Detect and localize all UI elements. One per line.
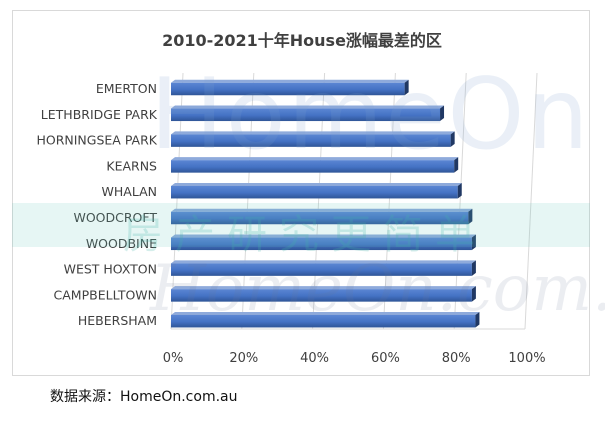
bar-end [471,286,476,302]
bar-end [440,105,445,122]
category-label: HORNINGSEA PARK [36,133,157,148]
bar-front [171,289,472,302]
x-tick-label: 60% [371,351,400,366]
bar-end [457,182,462,199]
bar [171,157,459,173]
category-label: HEBERSHAM [78,313,157,328]
bar-top [171,208,473,212]
bar [171,208,473,225]
bar-top [171,260,476,264]
bar-front [171,160,455,173]
chart-plot: 2010-2021十年House涨幅最差的区 EMERTON LETHBRIDGE… [36,31,546,366]
category-label: WEST HOXTON [64,262,157,277]
bar-front [171,237,472,251]
bar-top [171,131,455,135]
x-tick-label: 20% [229,351,258,366]
bar-front [171,108,441,122]
x-axis-ticks: 0% 20% 40% 60% 80% 100% [163,351,546,366]
bar-front [171,134,451,147]
bar-top [171,79,409,83]
gridline [524,72,538,330]
category-label: CAMPBELLTOWN [54,287,157,302]
bar-series [171,79,480,328]
bar-front [171,211,469,225]
category-label: WHALAN [102,184,157,199]
x-tick-label: 100% [508,351,545,366]
category-labels: EMERTON LETHBRIDGE PARK HORNINGSEA PARK KEA… [36,81,157,328]
category-label: LETHBRIDGE PARK [41,107,158,122]
bar-end [468,208,473,225]
bar-end [471,234,476,251]
chart-title: 2010-2021十年House涨幅最差的区 [162,31,442,50]
category-label: KEARNS [106,158,157,173]
bar-top [171,105,445,109]
bar-front [171,185,458,199]
bar-end [404,79,409,96]
bar-top [171,311,480,315]
bar [171,182,462,199]
bar-end [454,157,459,173]
category-label: WOODCROFT [73,210,157,225]
bar [171,234,476,251]
bar-top [171,286,476,290]
bar-front [171,314,476,328]
bar-top [171,182,462,186]
bar-top [171,234,476,238]
bar-end [471,260,476,276]
bar [171,311,480,328]
bar-top [171,157,459,161]
x-tick-label: 0% [163,351,184,366]
bar-front [171,82,405,96]
source-note: 数据来源：HomeOn.com.au [50,389,238,405]
bar [171,131,455,147]
category-label: WOODBINE [86,236,157,251]
bar [171,79,409,96]
x-tick-label: 80% [442,351,471,366]
bar-front [171,263,472,276]
bar [171,105,445,122]
bar-end [450,131,455,147]
category-label: EMERTON [96,81,157,96]
bar-end [475,311,480,328]
bar [171,286,476,302]
chart-frame: 2010-2021十年House涨幅最差的区 EMERTON LETHBRIDGE… [12,10,590,376]
x-tick-label: 40% [300,351,329,366]
bar [171,260,476,276]
